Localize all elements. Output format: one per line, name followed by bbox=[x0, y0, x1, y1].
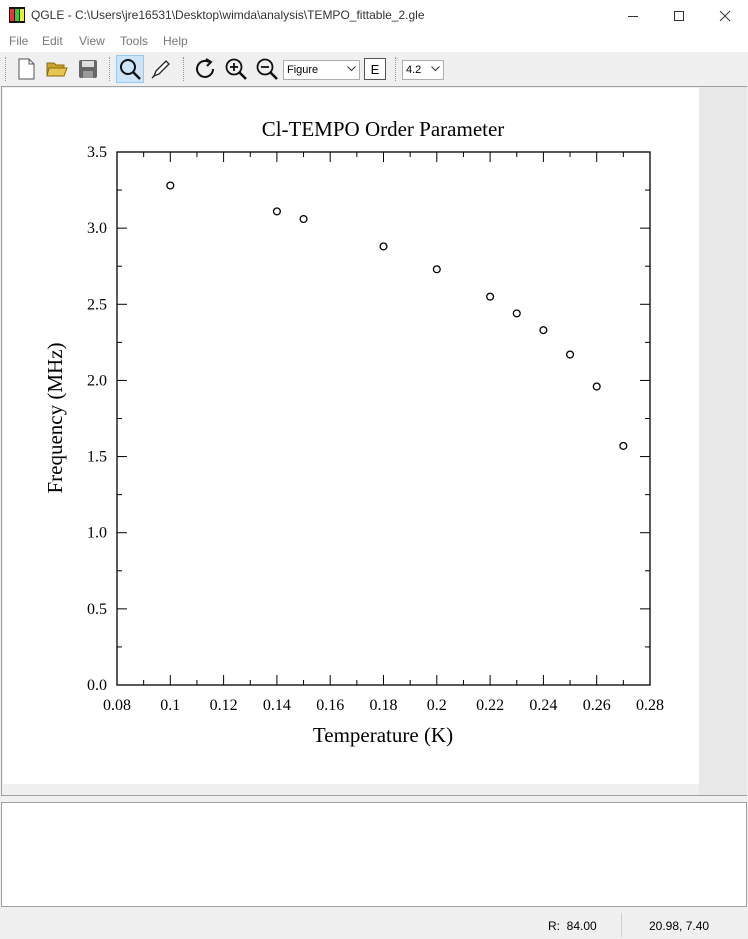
x-axis-label: Temperature (K) bbox=[313, 723, 453, 747]
x-tick-label: 0.28 bbox=[636, 697, 664, 714]
edit-source-label: E bbox=[370, 61, 380, 77]
x-tick-label: 0.12 bbox=[210, 697, 238, 714]
zoom-out-button[interactable] bbox=[253, 55, 281, 83]
y-tick-label: 1.0 bbox=[87, 525, 107, 542]
scatter-chart: 0.08 0.1 0.12 0.14 0.16 0.18 0.2 0.22 0.24 0.26 0.… bbox=[43, 117, 664, 747]
status-resolution: R: 84.00 bbox=[548, 919, 597, 933]
menu-edit[interactable]: Edit bbox=[42, 34, 63, 48]
status-separator bbox=[621, 913, 622, 937]
open-file-button[interactable] bbox=[43, 55, 71, 83]
menu-tools[interactable]: Tools bbox=[120, 34, 149, 48]
data-point bbox=[565, 350, 575, 359]
menu-file[interactable]: File bbox=[9, 34, 29, 48]
output-panel[interactable] bbox=[1, 802, 747, 907]
x-tick-label: 0.24 bbox=[529, 697, 557, 714]
status-coordinates: 20.98, 7.40 bbox=[649, 919, 710, 933]
data-point bbox=[272, 207, 281, 216]
menu-bar: File Edit View Tools Help bbox=[0, 31, 748, 52]
figure-page[interactable]: 0.08 0.1 0.12 0.14 0.16 0.18 0.2 0.22 0.24 0.26 0.… bbox=[3, 88, 699, 784]
y-tick-label: 3.0 bbox=[87, 220, 107, 237]
new-file-button[interactable] bbox=[12, 55, 40, 83]
new-file-icon bbox=[18, 58, 35, 80]
toolbar-separator bbox=[183, 57, 185, 81]
pencil-icon bbox=[151, 60, 170, 79]
gle-version-value: 4.2 bbox=[406, 64, 422, 76]
save-icon bbox=[79, 60, 97, 78]
menu-help[interactable]: Help bbox=[163, 34, 188, 48]
window-title: QGLE - C:\Users\jre16531\Desktop\wimda\a… bbox=[31, 8, 425, 22]
y-tick-label: 2.5 bbox=[87, 296, 107, 313]
minimize-button[interactable] bbox=[610, 0, 656, 31]
plot-frame bbox=[116, 151, 651, 686]
y-tick-label: 1.5 bbox=[87, 449, 107, 466]
view-mode-value: Figure bbox=[287, 64, 319, 76]
toolbar-grip bbox=[5, 57, 7, 81]
close-icon bbox=[719, 10, 731, 21]
toolbar-separator bbox=[109, 57, 111, 81]
y-tick-label: 0.5 bbox=[87, 601, 107, 618]
chevron-down-icon bbox=[431, 66, 440, 72]
data-point bbox=[432, 265, 441, 274]
data-point bbox=[166, 181, 175, 190]
maximize-icon bbox=[674, 10, 684, 21]
minimize-icon bbox=[628, 15, 638, 17]
x-tick-label: 0.18 bbox=[370, 697, 398, 714]
y-tick-label: 0.0 bbox=[87, 677, 107, 694]
data-point bbox=[486, 292, 495, 301]
close-button[interactable] bbox=[702, 0, 748, 31]
x-tick-label: 0.14 bbox=[263, 697, 291, 714]
data-point bbox=[592, 382, 601, 391]
y-tick-label: 3.5 bbox=[87, 144, 107, 161]
maximize-button[interactable] bbox=[656, 0, 702, 31]
magnifier-icon bbox=[120, 59, 141, 80]
chart-title: Cl-TEMPO Order Parameter bbox=[262, 117, 505, 141]
title-bar: QGLE - C:\Users\jre16531\Desktop\wimda\a… bbox=[0, 0, 748, 31]
open-folder-icon bbox=[46, 62, 68, 77]
gle-version-select[interactable]: 4.2 bbox=[402, 60, 444, 80]
x-tick-label: 0.08 bbox=[103, 697, 131, 714]
menu-view[interactable]: View bbox=[79, 34, 105, 48]
zoom-in-icon bbox=[225, 58, 247, 80]
zoom-in-button[interactable] bbox=[222, 55, 250, 83]
data-point bbox=[539, 326, 548, 335]
refresh-icon bbox=[196, 58, 214, 78]
reload-button[interactable] bbox=[191, 55, 219, 83]
toolbar-separator bbox=[395, 57, 397, 81]
zoom-out-icon bbox=[256, 58, 278, 80]
edit-source-button[interactable]: E bbox=[364, 58, 386, 80]
x-tick-label: 0.1 bbox=[160, 697, 180, 714]
save-button[interactable] bbox=[74, 55, 102, 83]
y-tick-label: 2.0 bbox=[87, 372, 107, 389]
chevron-down-icon bbox=[347, 66, 356, 72]
draw-tool-button[interactable] bbox=[147, 55, 175, 83]
data-point bbox=[299, 214, 308, 224]
plot-axes: 0.08 0.1 0.12 0.14 0.16 0.18 0.2 0.22 0.24 0.26 0.… bbox=[87, 144, 664, 714]
x-tick-label: 0.2 bbox=[427, 697, 447, 714]
canvas-margin bbox=[699, 87, 747, 795]
x-tick-label: 0.26 bbox=[583, 697, 611, 714]
data-point bbox=[379, 242, 388, 251]
data-point bbox=[512, 309, 521, 318]
data-points bbox=[166, 181, 628, 450]
qgle-app-icon bbox=[9, 7, 25, 23]
view-mode-select[interactable]: Figure bbox=[283, 60, 360, 80]
x-tick-label: 0.22 bbox=[476, 697, 504, 714]
status-bar: R: 84.00 20.98, 7.40 bbox=[0, 909, 748, 939]
zoom-select-tool-button[interactable] bbox=[116, 55, 144, 83]
y-axis-label: Frequency (MHz) bbox=[43, 342, 67, 493]
data-point bbox=[619, 441, 628, 450]
x-tick-label: 0.16 bbox=[316, 697, 344, 714]
